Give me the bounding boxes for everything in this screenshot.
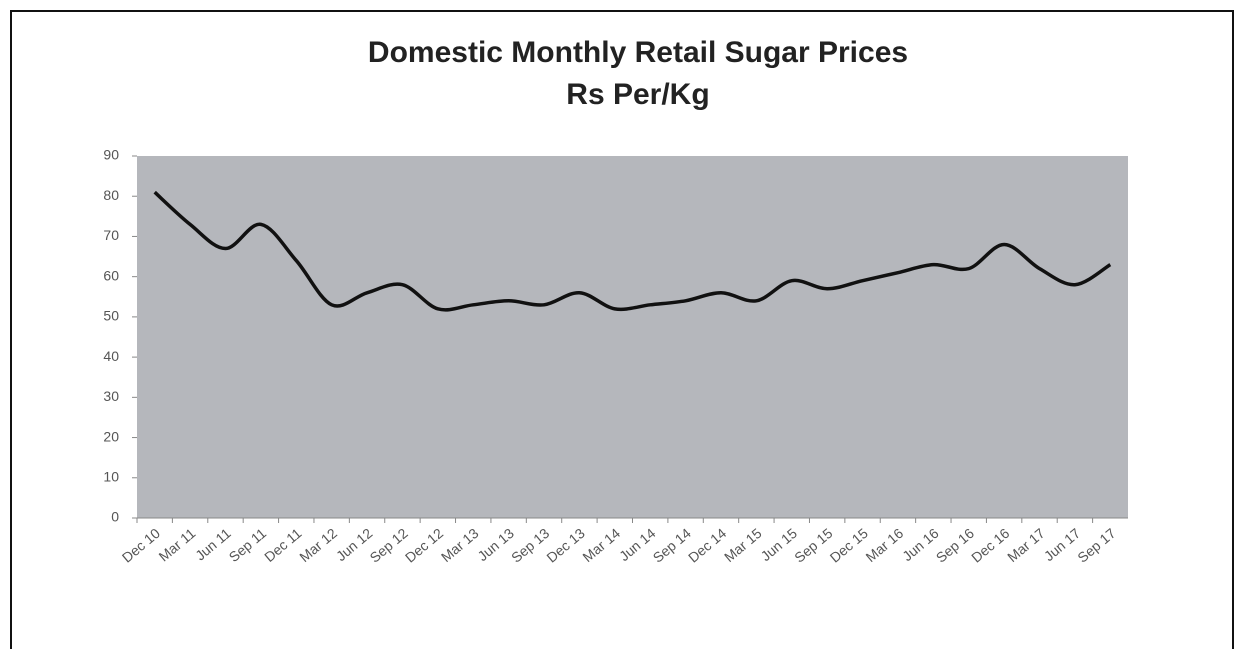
x-tick-label: Sep 17 [1074,525,1118,566]
x-tick-label: Sep 15 [791,525,835,566]
x-tick-label: Sep 12 [366,525,410,566]
x-tick-label: Jun 13 [474,525,517,564]
y-tick-label: 0 [111,509,119,525]
x-tick-label: Mar 14 [579,525,623,565]
x-tick-label: Sep 16 [933,525,977,566]
x-tick-label: Dec 15 [827,525,871,566]
x-tick-label: Dec 13 [543,525,587,566]
x-tick-label: Dec 16 [968,525,1012,566]
y-tick-label: 50 [103,308,119,324]
x-tick-label: Dec 14 [685,525,729,566]
x-tick-label: Mar 16 [863,525,907,565]
y-tick-label: 20 [103,428,119,444]
y-tick-label: 90 [103,147,119,163]
y-tick-label: 70 [103,227,119,243]
x-tick-label: Mar 13 [438,525,482,565]
x-tick-label: Mar 17 [1004,525,1048,565]
y-tick-label: 10 [103,468,119,484]
x-tick-label: Dec 11 [261,525,305,565]
x-tick-label: Dec 12 [402,525,446,566]
y-tick-label: 30 [103,388,119,404]
x-tick-label: Jun 12 [333,525,376,564]
x-tick-label: Jun 11 [192,525,234,564]
x-tick-label: Sep 13 [508,525,552,566]
x-tick-label: Jun 14 [616,525,659,564]
x-tick-label: Jun 17 [1041,525,1084,564]
chart-subtitle: Rs Per/Kg [566,78,709,111]
data-line [153,190,1112,312]
y-tick-label: 80 [103,187,119,203]
x-tick-label: Dec 10 [119,525,163,566]
x-tick-label: Mar 15 [721,525,765,565]
chart-title: Domestic Monthly Retail Sugar Prices [368,36,908,69]
y-tick-label: 60 [103,267,119,283]
x-tick-label: Mar 12 [296,525,340,565]
y-tick-label: 40 [103,348,119,364]
x-tick-label: Jun 16 [899,525,942,564]
x-tick-label: Mar 11 [156,525,199,565]
x-tick-label: Jun 15 [758,525,801,564]
x-tick-label: Sep 11 [226,525,270,565]
frame [10,10,1234,649]
x-tick-label: Sep 14 [650,525,694,566]
plot-area [137,156,1128,518]
